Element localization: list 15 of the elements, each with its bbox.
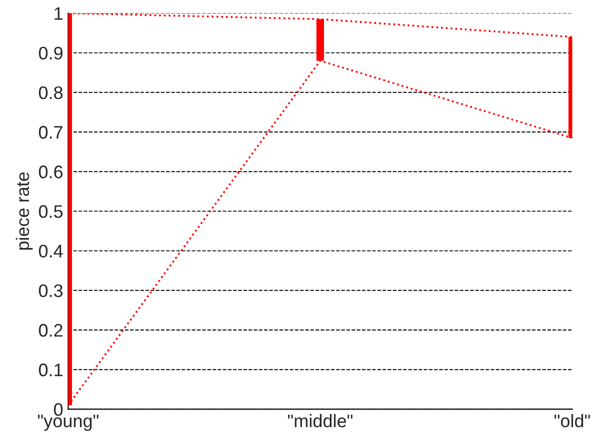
y-tick-label: 0.3 xyxy=(38,284,63,298)
y-tick-label: 0.1 xyxy=(38,364,62,376)
y-axis-title: piece rate xyxy=(16,172,33,250)
y-tick-label: 0.9 xyxy=(38,46,62,60)
y-tick-label: 0.7 xyxy=(38,126,62,139)
y-tick-label: 0.5 xyxy=(38,205,63,218)
y-tick-label: 1 xyxy=(54,7,62,20)
y-tick-label: 0.8 xyxy=(38,86,63,100)
x-tick-label: "young" xyxy=(38,414,98,431)
y-tick-label: 0.4 xyxy=(38,244,63,258)
y-tick-label: 0.6 xyxy=(38,166,63,178)
y-tick-label: 0.2 xyxy=(38,324,62,337)
y-tick-label: 0 xyxy=(54,403,63,416)
x-tick-label: "middle" xyxy=(288,414,352,428)
x-tick-label: "old" xyxy=(554,414,590,428)
